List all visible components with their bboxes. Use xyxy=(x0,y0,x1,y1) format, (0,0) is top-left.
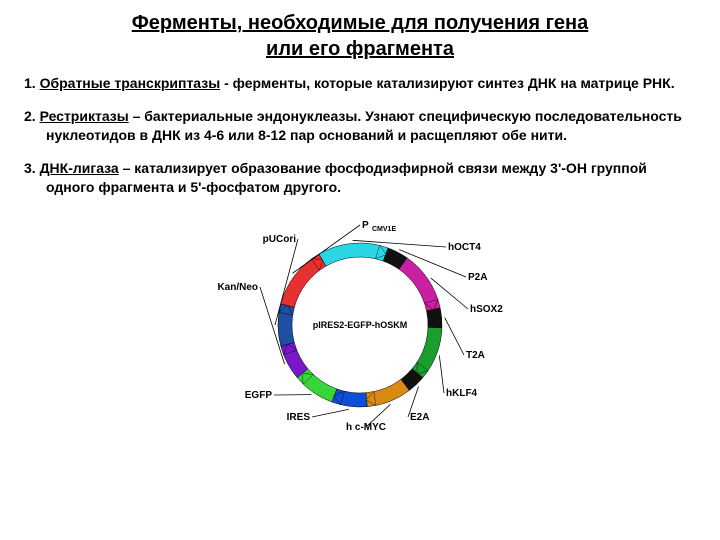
segment-label: P2A xyxy=(468,272,487,283)
item-number: 3. xyxy=(24,160,36,176)
segment-sublabel: CMV1E xyxy=(372,226,396,233)
item-term: Рестриктазы xyxy=(40,108,129,124)
segment-label: E2A xyxy=(410,412,429,423)
plasmid-diagram-wrap: pUCori PCMV1E hOCT4 P2A hSOX2 T2A hKLF4 E2A h c-… xyxy=(24,210,696,440)
leader-line xyxy=(312,410,349,418)
list-item: 2. Рестриктазы – бактериальные эндонукле… xyxy=(24,107,696,145)
page-title: Ферменты, необходимые для получения гена… xyxy=(24,10,696,62)
segment-label: hSOX2 xyxy=(470,304,503,315)
item-number: 1. xyxy=(24,75,36,91)
segment-label: EGFP xyxy=(245,390,273,401)
list-item: 1. Обратные транскриптазы - ферменты, ко… xyxy=(24,74,696,93)
item-term: Обратные транскриптазы xyxy=(40,75,221,91)
item-rest: - ферменты, которые катализируют синтез … xyxy=(220,75,674,91)
title-line-1: Ферменты, необходимые для получения гена xyxy=(132,12,589,34)
enzyme-list: 1. Обратные транскриптазы - ферменты, ко… xyxy=(24,74,696,196)
leader-line xyxy=(439,356,444,394)
segment-label: pUCori xyxy=(263,234,297,245)
segment-label: P xyxy=(362,220,369,231)
plasmid-diagram: pUCori PCMV1E hOCT4 P2A hSOX2 T2A hKLF4 E2A h c-… xyxy=(210,210,510,440)
segment-label: IRES xyxy=(287,412,311,423)
leader-line xyxy=(445,318,464,355)
segment-label: hKLF4 xyxy=(446,388,478,399)
segment-label: h c-MYC xyxy=(346,422,386,433)
item-rest: – бактериальные эндонуклеазы. Узнают спе… xyxy=(46,108,682,143)
item-term: ДНК-лигаза xyxy=(40,160,119,176)
plasmid-segment xyxy=(427,308,442,328)
list-item: 3. ДНК-лигаза – катализирует образование… xyxy=(24,159,696,197)
title-line-2: или его фрагмента xyxy=(266,38,454,60)
segment-label: hOCT4 xyxy=(448,242,481,253)
segment-label: T2A xyxy=(466,350,485,361)
item-number: 2. xyxy=(24,108,36,124)
plasmid-center-label: pIRES2-EGFP-hOSKM xyxy=(313,320,408,330)
segment-label: Kan/Neo xyxy=(217,282,258,293)
plasmid-segment xyxy=(281,343,308,378)
item-rest: – катализирует образование фосфодиэфирно… xyxy=(46,160,647,195)
